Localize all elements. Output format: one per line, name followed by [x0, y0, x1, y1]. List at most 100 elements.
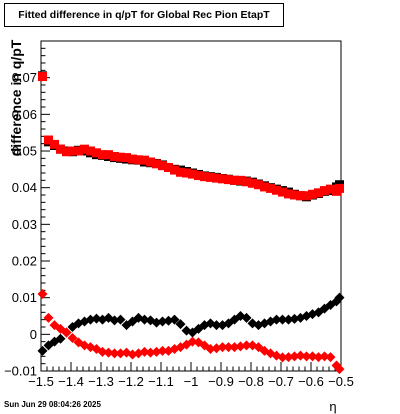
data-point-square [242, 177, 251, 187]
data-point-diamond [187, 336, 198, 347]
data-point-diamond [289, 351, 300, 362]
data-point-square [134, 155, 143, 165]
data-point-diamond [325, 352, 336, 363]
data-point-diamond [307, 351, 318, 362]
data-point-square [188, 169, 197, 179]
data-point-diamond [283, 314, 294, 325]
data-point-diamond [241, 312, 252, 323]
data-point-square [182, 168, 191, 178]
data-point-diamond [334, 292, 345, 303]
data-point-diamond [301, 351, 312, 362]
data-point-diamond [43, 312, 54, 323]
data-point-diamond [157, 316, 168, 327]
data-point-diamond [271, 314, 282, 325]
data-point-diamond [319, 351, 330, 362]
data-point-square [284, 189, 293, 199]
y-tick-label: 0 [30, 327, 37, 342]
chart-title: Fitted difference in q/pT for Global Rec… [4, 3, 284, 27]
data-point-diamond [241, 340, 252, 351]
x-tick-label: −0.6 [298, 374, 324, 389]
data-point-diamond [229, 342, 240, 353]
data-point-diamond [109, 348, 120, 359]
data-point-square [290, 190, 299, 200]
data-point-square [86, 146, 95, 156]
data-point-diamond [139, 346, 150, 357]
x-tick-label: −1.3 [88, 374, 114, 389]
data-point-diamond [223, 342, 234, 353]
y-tick-label: −0.01 [4, 364, 37, 379]
data-point-square [92, 148, 101, 158]
data-point-square [50, 139, 59, 149]
data-point-diamond [169, 314, 180, 325]
data-point-diamond [115, 348, 126, 359]
y-tick-label: 0.02 [12, 254, 37, 269]
data-point-square [158, 161, 167, 171]
data-point-square [296, 191, 305, 201]
data-point-square [224, 175, 233, 185]
x-tick-label: −1.4 [58, 374, 84, 389]
x-tick-label: −1.1 [148, 374, 174, 389]
y-tick-label: 0.03 [12, 217, 37, 232]
data-point-diamond [97, 346, 108, 357]
data-point-square [326, 184, 335, 194]
data-point-diamond [217, 342, 228, 353]
data-point-square [170, 165, 179, 175]
data-point-square [302, 191, 311, 201]
x-tick-label: −1.2 [118, 374, 144, 389]
y-tick-label: 0.01 [12, 290, 37, 305]
data-point-square [266, 183, 275, 193]
x-tick-label: −0.9 [208, 374, 234, 389]
data-point-diamond [145, 347, 156, 358]
data-point-square [278, 187, 287, 197]
data-point-square [44, 135, 53, 145]
data-point-diamond [109, 315, 120, 326]
data-point-square [152, 159, 161, 169]
data-point-square [254, 180, 263, 190]
data-point-diamond [295, 350, 306, 361]
x-tick-label: −0.8 [238, 374, 264, 389]
data-point-square [56, 144, 65, 154]
data-point-square [206, 172, 215, 182]
data-point-square [98, 150, 107, 160]
data-point-diamond [175, 319, 186, 330]
data-point-diamond [55, 333, 66, 344]
data-point-square [200, 172, 209, 182]
data-point-diamond [211, 320, 222, 331]
y-tick-label: 0.07 [12, 70, 37, 85]
data-point-square [320, 186, 329, 196]
data-point-square [68, 146, 77, 156]
data-point-square [116, 152, 125, 162]
data-point-square [260, 182, 269, 192]
data-point-diamond [37, 345, 48, 356]
data-point-square [110, 152, 119, 161]
data-point-square [146, 157, 155, 167]
data-point-diamond [103, 347, 114, 358]
data-point-diamond [157, 345, 168, 356]
data-point-square [164, 163, 173, 172]
data-point-diamond [277, 352, 288, 363]
data-point-square [104, 150, 113, 160]
data-point-square [80, 144, 89, 154]
data-point-square [194, 171, 203, 181]
data-point-diamond [61, 327, 72, 338]
x-tick-label: −0.7 [268, 374, 294, 389]
data-point-square [62, 147, 71, 157]
x-tick-label: −1.5 [28, 374, 54, 389]
data-point-square [335, 183, 344, 193]
data-point-diamond [313, 352, 324, 363]
data-point-square [230, 175, 239, 185]
data-point-square [314, 188, 323, 198]
data-point-diamond [67, 333, 78, 343]
y-axis-label: difference in q/pT [8, 39, 24, 156]
data-point-square [236, 175, 245, 185]
data-point-square [140, 155, 149, 165]
data-point-diamond [115, 314, 126, 325]
data-point-square [38, 72, 47, 82]
y-tick-label: 0.06 [12, 107, 37, 122]
data-point-square [122, 153, 131, 163]
data-point-diamond [139, 314, 150, 325]
data-point-square [176, 167, 185, 177]
data-point-square [272, 185, 281, 195]
y-tick-label: 0.05 [12, 144, 37, 159]
